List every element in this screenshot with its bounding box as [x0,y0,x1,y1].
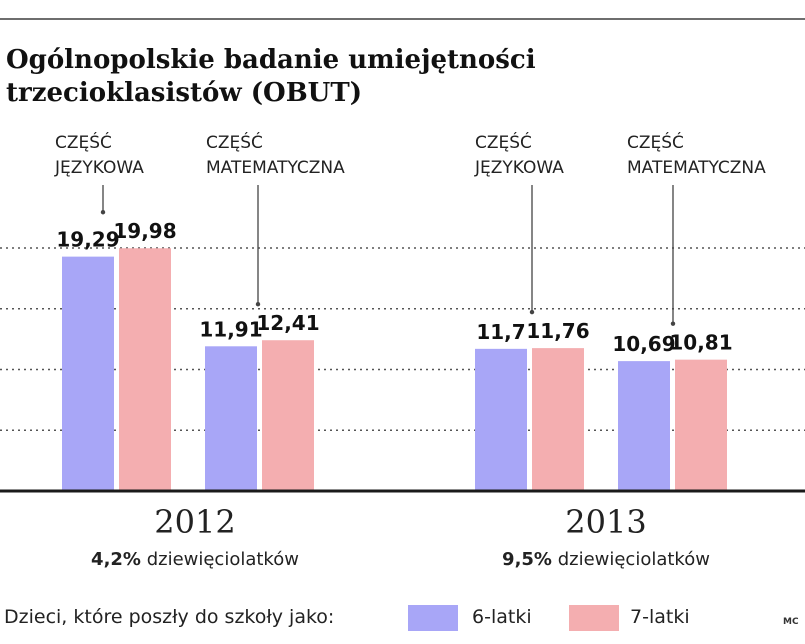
legend: Dzieci, które poszły do szkoły jako: 6-l… [0,600,805,634]
section-label: JĘZYKOWA [474,158,564,178]
chart-title-line-1: Ogólnopolskie badanie umiejętności [6,45,536,75]
bar-2012-matematyczna-7-latki [262,340,314,491]
chart-title-line-2: trzecioklasistów (OBUT) [6,78,362,108]
bar-2013-matematyczna-7-latki [675,359,727,491]
legend-label: Dzieci, które poszły do szkoły jako: [4,606,335,628]
section-label: MATEMATYCZNA [627,158,766,178]
value-label: 19,98 [113,219,176,243]
bar-2013-jezykowa-6-latki [475,348,527,491]
value-label: 19,29 [56,228,119,252]
section-label: CZĘŚĆ [55,131,112,153]
leader-dot [100,210,106,215]
value-label: 12,41 [256,311,319,335]
leader-dot [670,321,676,326]
bar-2012-jezykowa-6-latki [62,256,114,491]
section-label: CZĘŚĆ [627,131,684,153]
group-note-text: dziewięciolatków [552,549,710,570]
legend-text-7-latki: 7-latki [630,606,690,628]
bar-2013-matematyczna-6-latki [618,361,670,491]
value-label: 11,76 [526,319,589,343]
credit: MC [783,617,799,627]
bar-2012-jezykowa-7-latki [119,248,171,491]
bar-2013-jezykowa-7-latki [532,348,584,491]
value-label: 11,91 [199,317,262,341]
chart-title: Ogólnopolskie badanie umiejętności trzec… [6,44,796,110]
section-label: JĘZYKOWA [54,158,144,178]
group-note-percent: 9,5% [502,549,552,570]
legend-swatch-7-latki [569,605,619,631]
section-label: MATEMATYCZNA [206,158,345,178]
leader-dot [255,302,261,307]
group-note: 4,2% dziewięciolatków [91,549,299,570]
leader-dot [529,309,535,315]
value-label: 10,69 [612,332,675,356]
legend-text-6-latki: 6-latki [472,606,532,628]
section-label: CZĘŚĆ [206,131,263,153]
group-note-text: dziewięciolatków [141,549,299,570]
bar-2012-matematyczna-6-latki [205,346,257,491]
group-note-percent: 4,2% [91,549,141,570]
top-rule [0,18,805,20]
year-label: 2012 [154,503,235,541]
group-note: 9,5% dziewięciolatków [502,549,710,570]
value-label: 10,81 [669,331,732,355]
legend-swatch-6-latki [408,605,458,631]
section-label: CZĘŚĆ [475,131,532,153]
value-label: 11,7 [476,320,525,344]
year-label: 2013 [565,503,646,541]
